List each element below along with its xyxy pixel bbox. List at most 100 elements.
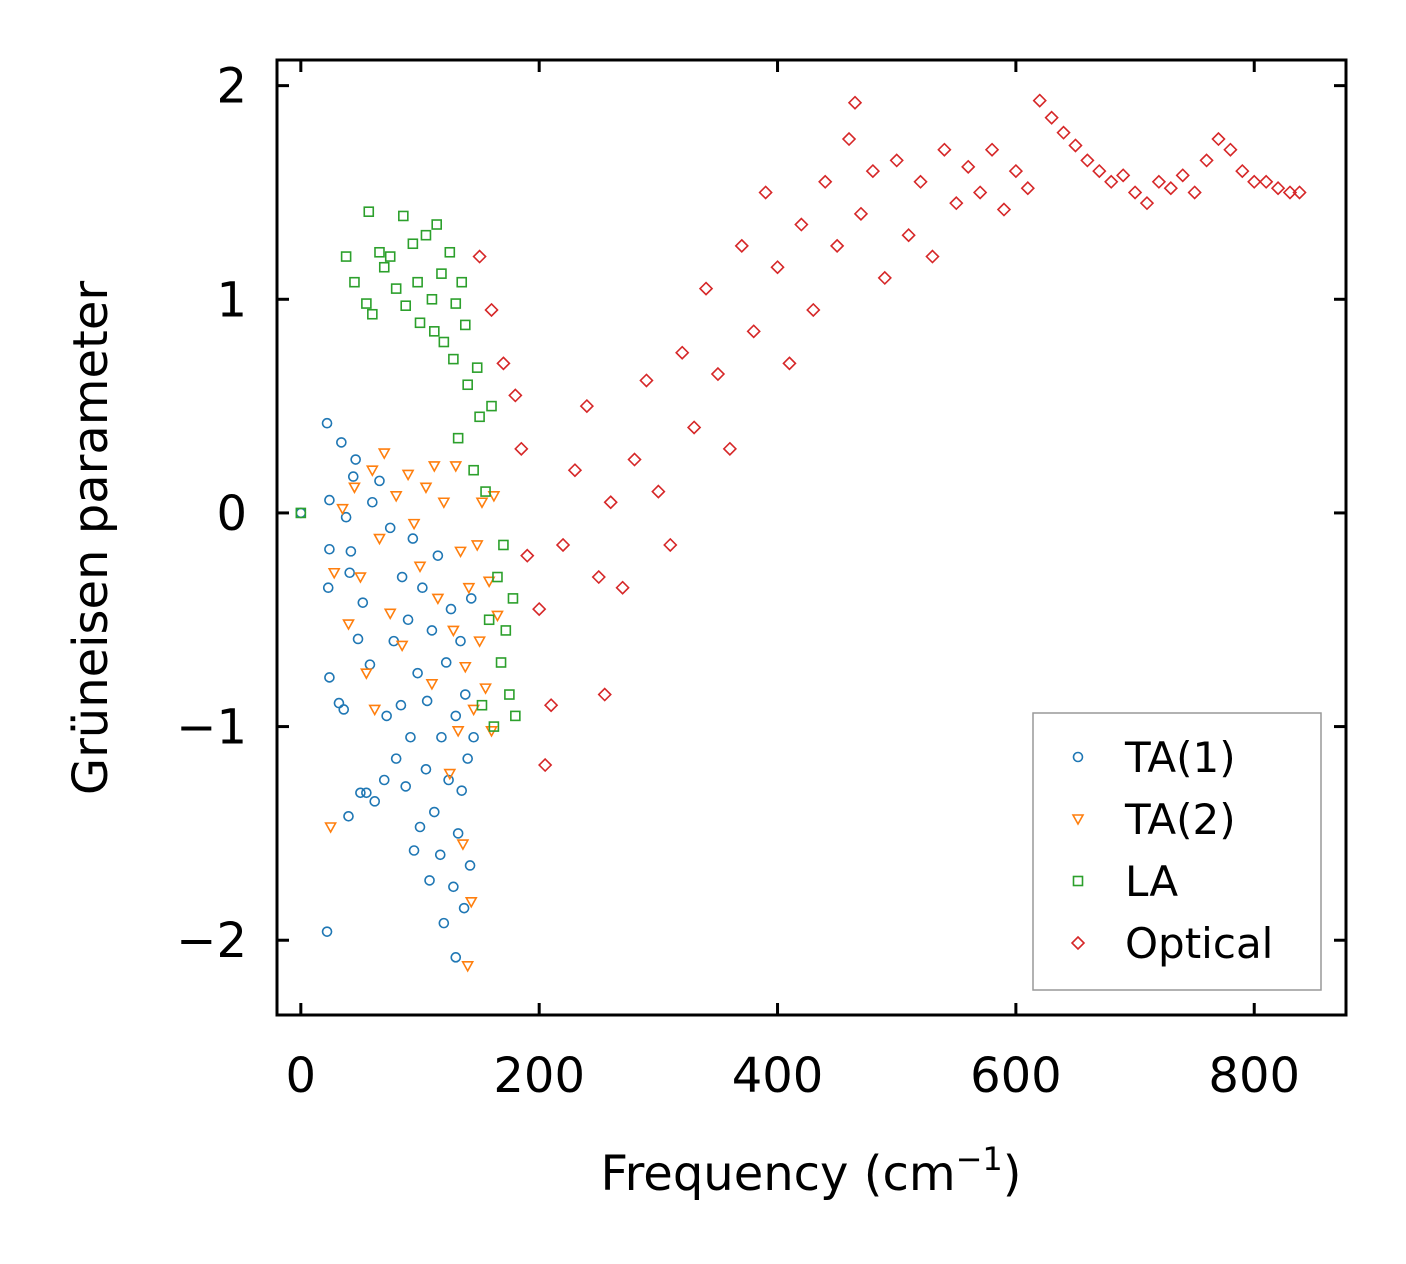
y-tick-label: −2 [176, 913, 247, 969]
data-point [913, 174, 928, 189]
x-axis-label-main: Frequency (cm [600, 1146, 955, 1202]
series-la [295, 206, 521, 732]
data-point [429, 326, 440, 337]
data-point [432, 550, 444, 561]
data-point [438, 336, 450, 348]
data-point [495, 657, 507, 668]
data-point [340, 511, 352, 523]
data-point [483, 614, 495, 626]
y-tick-label: 2 [216, 59, 247, 115]
data-point [486, 400, 497, 412]
data-point [1104, 174, 1119, 189]
data-point [889, 153, 904, 168]
data-point [450, 710, 462, 722]
data-point [663, 537, 678, 553]
data-point [390, 283, 402, 294]
data-point [321, 417, 333, 429]
data-point [459, 689, 471, 700]
data-point [368, 704, 382, 717]
data-point [597, 687, 612, 702]
data-point [374, 246, 385, 258]
data-point [367, 308, 378, 320]
data-point [1139, 196, 1155, 211]
data-point [451, 726, 465, 738]
data-point [474, 411, 485, 423]
data-point [504, 689, 515, 700]
data-point [482, 576, 496, 588]
data-point [449, 461, 463, 473]
data-point [461, 961, 475, 973]
data-point [458, 902, 470, 914]
data-point [459, 319, 471, 331]
data-point [1020, 181, 1035, 196]
legend-marker [1072, 751, 1084, 763]
data-point [398, 210, 409, 222]
data-point [520, 548, 535, 563]
data-point [567, 463, 583, 478]
data-point [338, 704, 350, 715]
data-point [377, 448, 391, 460]
data-point [698, 281, 714, 296]
x-axis-label-close: ) [1003, 1146, 1022, 1202]
data-point [472, 249, 487, 264]
data-point [324, 822, 337, 834]
y-tick-label: 0 [216, 486, 247, 542]
data-point [365, 465, 379, 477]
data-point [591, 569, 606, 585]
data-point [343, 811, 354, 822]
data-point [491, 610, 504, 623]
legend-marker [1070, 935, 1086, 951]
plot-frame [275, 58, 1348, 1017]
data-point [456, 785, 468, 796]
data-point [496, 356, 511, 371]
data-point [639, 373, 654, 388]
data-point [402, 614, 414, 626]
data-point [1282, 185, 1298, 200]
data-point [434, 849, 446, 861]
data-point [555, 537, 571, 553]
data-point [414, 317, 426, 329]
data-point [408, 845, 420, 856]
data-point [405, 731, 416, 743]
data-point [367, 496, 378, 508]
data-point [984, 142, 1000, 157]
data-point [295, 507, 307, 519]
data-point [340, 251, 352, 262]
data-point [378, 774, 390, 786]
data-point [327, 567, 341, 580]
data-point [847, 95, 863, 110]
data-point [324, 672, 335, 683]
data-point [396, 571, 408, 583]
data-point [508, 388, 523, 403]
data-point [722, 441, 737, 456]
data-point [424, 875, 435, 886]
data-point [444, 246, 456, 258]
data-point [865, 163, 881, 179]
data-point [475, 497, 489, 509]
legend-marker [1071, 814, 1085, 826]
data-point [384, 251, 396, 262]
data-point [427, 461, 441, 473]
data-point [1068, 138, 1083, 153]
data-point [467, 704, 480, 717]
data-point [452, 432, 464, 444]
data-point [1175, 168, 1190, 183]
data-point [448, 353, 459, 365]
data-point [452, 828, 464, 839]
data-point [458, 661, 472, 674]
series-ta1 [295, 417, 479, 963]
data-point [350, 454, 361, 465]
data-point [543, 698, 559, 713]
data-point [1247, 174, 1262, 189]
data-point [429, 806, 440, 818]
x-axis-label: Frequency (cm−1) [600, 1140, 1021, 1202]
data-point [734, 238, 749, 254]
data-point [333, 697, 345, 709]
data-point [675, 345, 690, 360]
data-point [357, 597, 369, 608]
data-point [419, 482, 433, 494]
data-point [417, 582, 428, 594]
x-tick-label: 600 [970, 1048, 1062, 1104]
data-point [651, 484, 666, 499]
